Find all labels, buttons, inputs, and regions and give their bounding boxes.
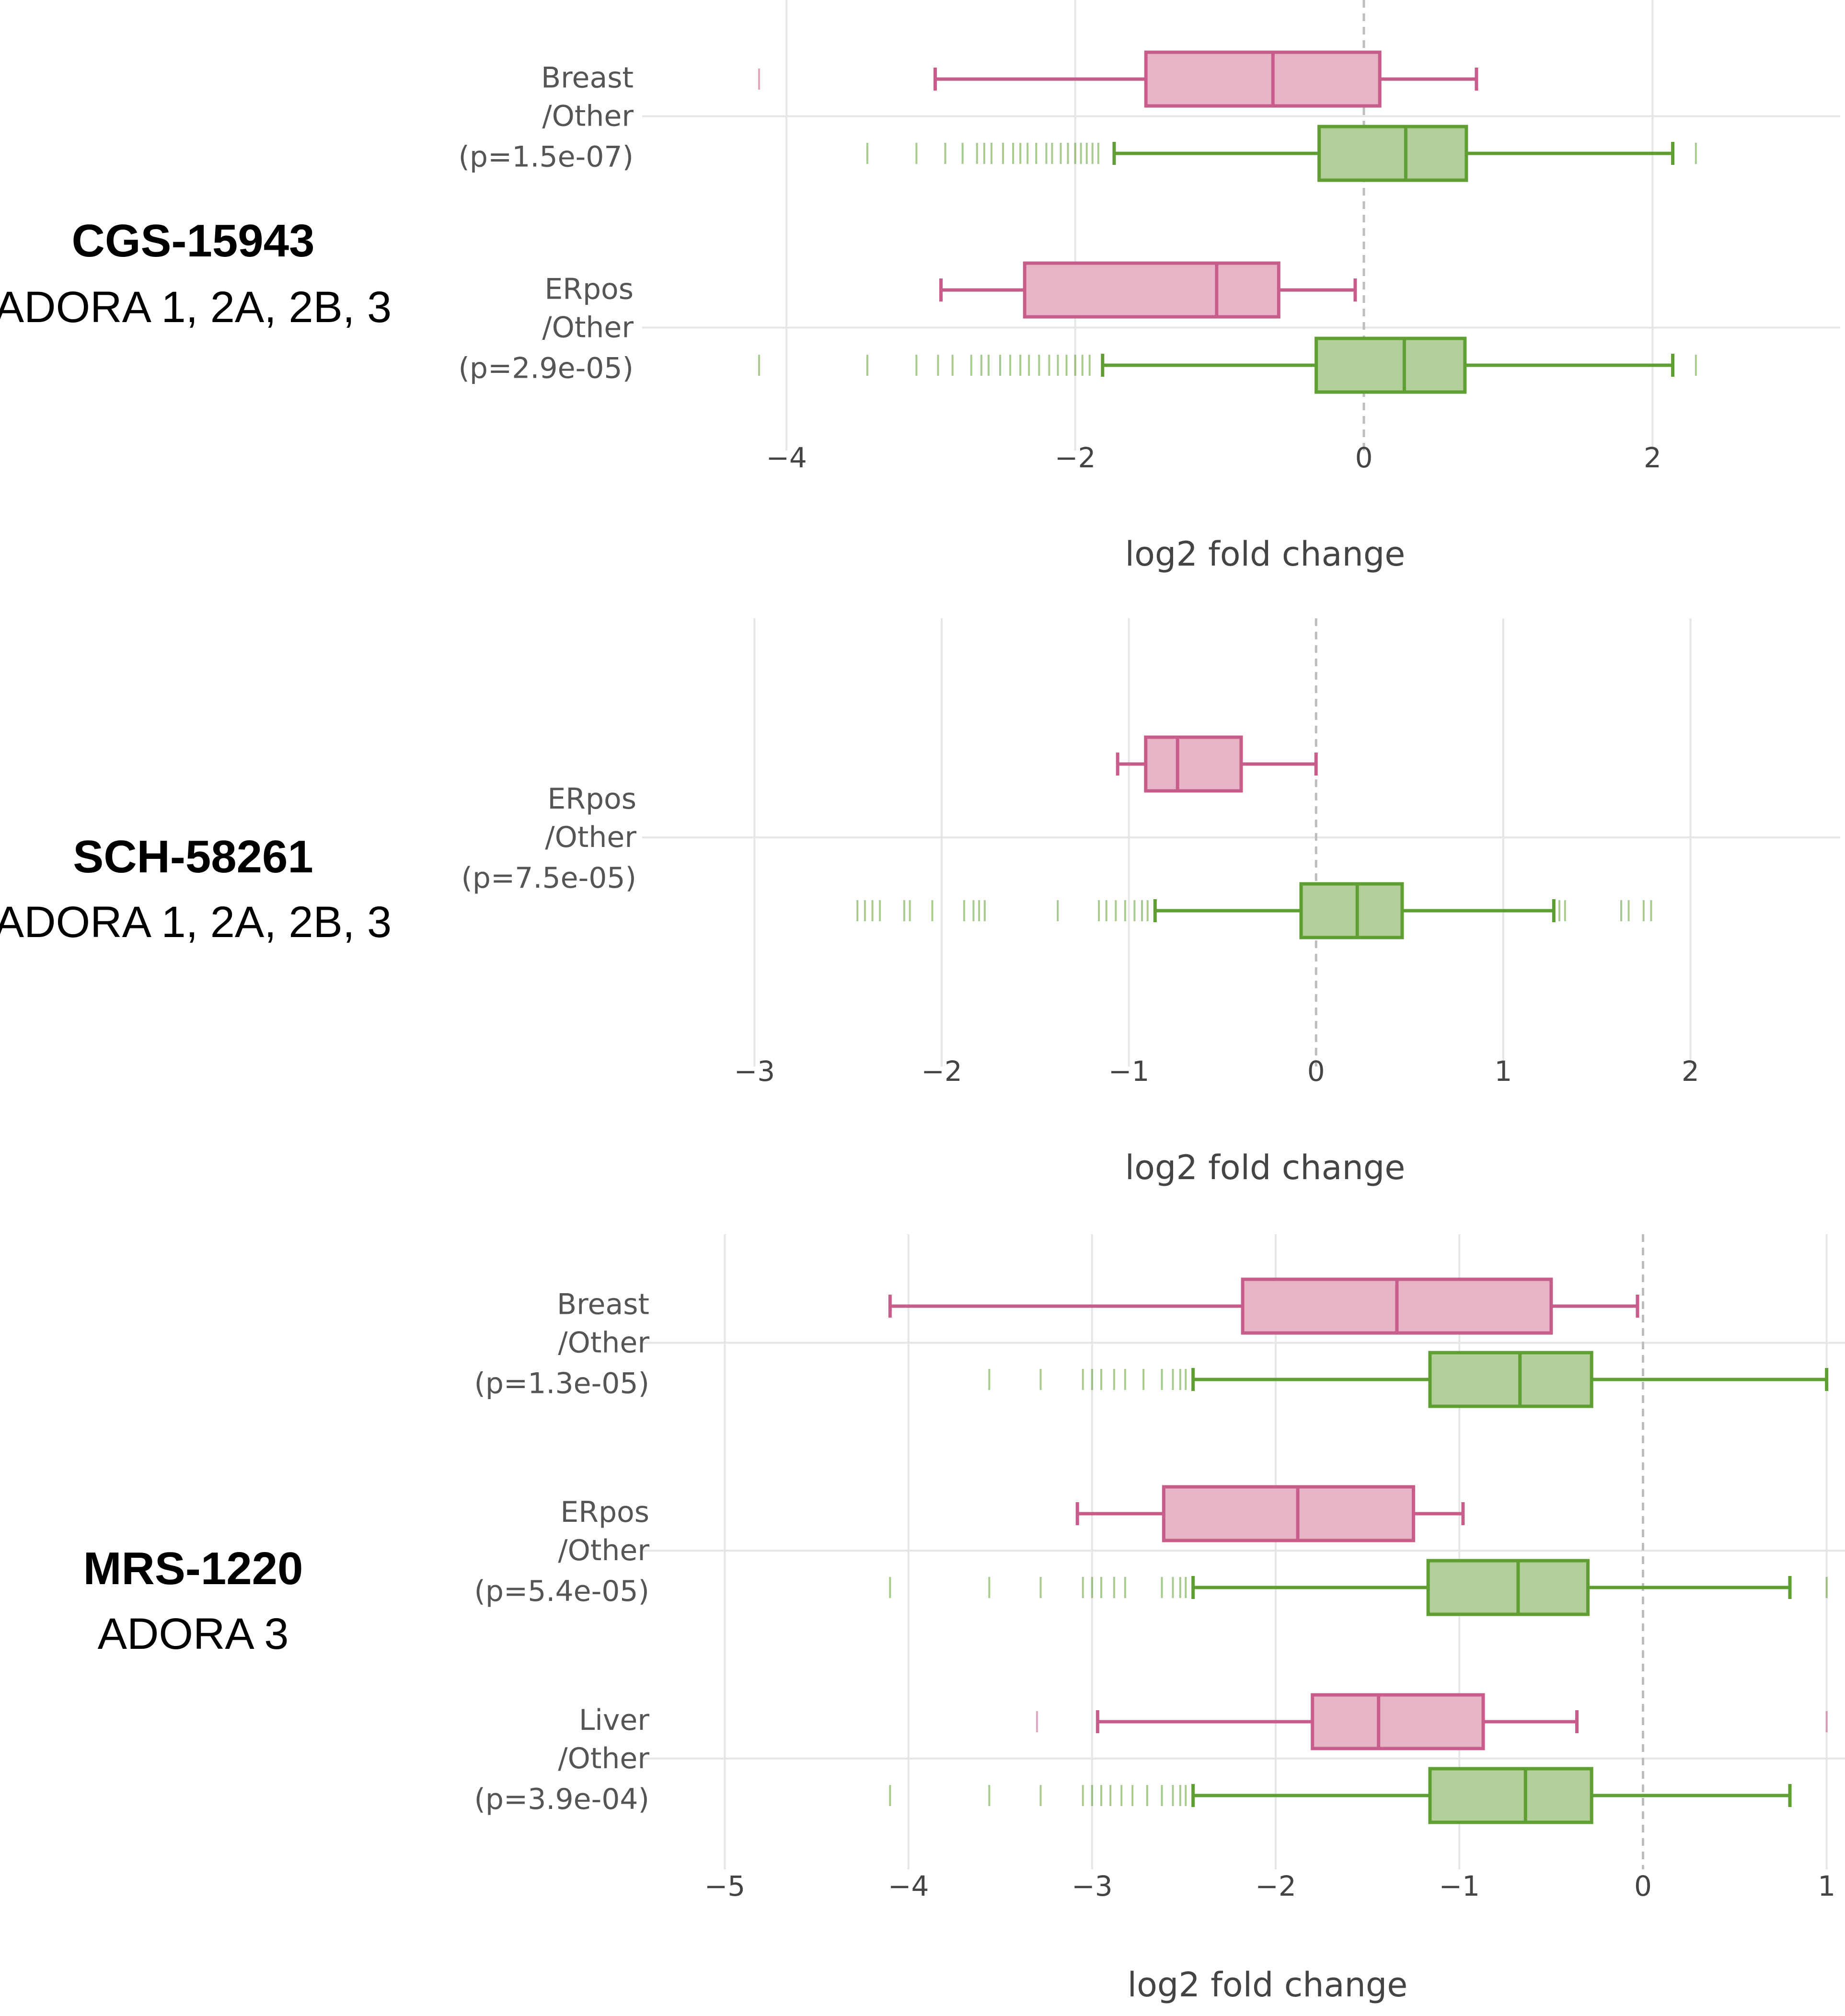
drug-name: SCH-58261 [73,831,313,882]
x-tick-label: −4 [766,441,807,474]
box-other [889,1559,1828,1616]
box-selected [1036,1693,1828,1750]
x-tick-label: −1 [1108,1055,1150,1088]
category-label: (p=1.5e-07) [458,140,634,174]
box-iqr [1162,1485,1415,1542]
box-selected [758,50,1478,108]
panel-sch-58261: ERpos/Other (p=7.5e-05) −3 −2 −1 0 1 2 log2 fold… [0,618,1840,1187]
category-label: /Other [545,821,636,854]
category-label: Breast [557,1288,649,1321]
category-label: (p=5.4e-05) [474,1575,649,1608]
category-label: /Other [558,1534,649,1567]
x-tick-label: −3 [1072,1870,1113,1902]
x-tick-label: −4 [888,1870,929,1902]
box-other [988,1351,1829,1408]
box-iqr [1144,735,1243,793]
x-tick-label: 2 [1644,441,1661,474]
x-tick-label: −3 [734,1055,775,1088]
x-tick-label: −2 [921,1055,962,1088]
category-label: Liver [579,1703,650,1737]
box-selected [1075,1485,1465,1542]
x-tick-label: 1 [1494,1055,1512,1088]
box-iqr [1426,1559,1590,1616]
x-tick-label: 0 [1634,1870,1652,1902]
category-label: (p=1.3e-05) [474,1367,649,1401]
category-label: /Other [558,1326,649,1360]
box-selected [888,1277,1639,1335]
x-axis-title: log2 fold change [1128,1965,1408,2004]
category-label: /Other [542,311,634,345]
x-tick-label: 0 [1307,1055,1325,1088]
x-tick-label: −1 [1439,1870,1480,1902]
x-axis-title: log2 fold change [1125,1148,1406,1187]
box-iqr [1315,336,1467,394]
drug-name: MRS-1220 [83,1543,303,1594]
x-tick-label: −2 [1255,1870,1296,1902]
x-tick-label: 0 [1355,441,1373,474]
panel-mrs-1220: Breast/Other (p=1.3e-05) ERpos/Other (p=5.4… [83,1234,1845,2004]
drug-targets: ADORA 1, 2A, 2B, 3 [0,283,392,332]
x-tick-label: −5 [704,1870,746,1902]
x-axis-title: log2 fold change [1125,534,1406,574]
category-label: (p=3.9e-04) [474,1783,649,1816]
x-tick-label: 2 [1682,1055,1699,1088]
x-tick-label: 1 [1818,1870,1835,1902]
drug-name: CGS-15943 [72,215,315,266]
box-other [866,125,1697,182]
category-label: /Other [542,100,634,133]
box-iqr [1299,882,1404,939]
box-other [889,1767,1792,1824]
category-label: ERpos [547,782,636,816]
box-iqr [1311,1693,1485,1750]
category-label: (p=2.9e-05) [458,352,634,385]
box-other [856,882,1652,939]
box-selected [939,261,1357,319]
drug-targets: ADORA 3 [98,1610,289,1658]
box-selected [1116,735,1318,793]
box-other [758,336,1697,394]
box-iqr [1144,50,1382,108]
box-iqr [1317,125,1468,182]
drug-targets: ADORA 1, 2A, 2B, 3 [0,898,392,947]
category-label: (p=7.5e-05) [461,861,636,895]
category-label: /Other [558,1742,649,1775]
category-label: ERpos [560,1495,649,1529]
x-tick-label: −2 [1055,441,1096,474]
panel-cgs-15943: Breast/Other (p=1.5e-07) ERpos/Other (p=2.9… [0,0,1840,574]
box-iqr [1023,261,1280,319]
box-iqr [1428,1351,1593,1408]
category-label: Breast [541,61,634,95]
category-label: ERpos [544,273,634,306]
box-iqr [1428,1767,1593,1824]
